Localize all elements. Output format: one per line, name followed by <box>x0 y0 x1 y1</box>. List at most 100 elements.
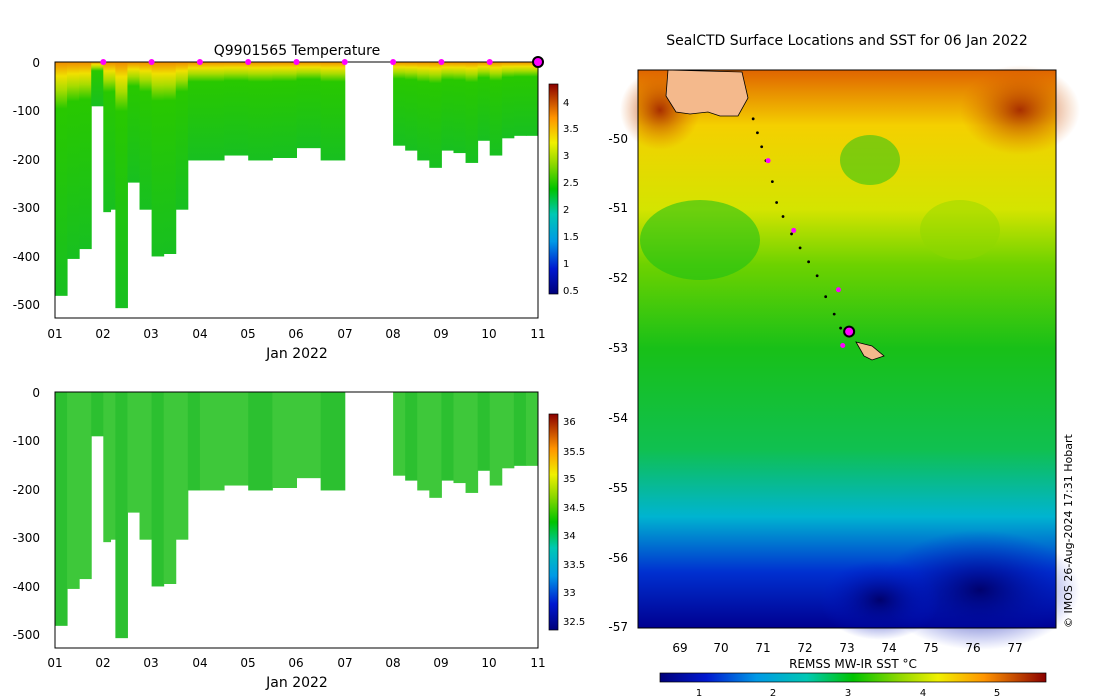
temperature-profile-column <box>429 62 442 168</box>
x-tick-label: 01 <box>47 327 62 341</box>
cool-patch <box>840 135 900 185</box>
colorbar-tick-label: 34 <box>563 531 576 542</box>
x-tick-label: 02 <box>95 656 110 670</box>
temperature-profile-column <box>151 62 165 257</box>
cool-patch <box>640 200 760 280</box>
seal-track <box>751 117 856 349</box>
y-tick-label: -100 <box>13 104 40 118</box>
salinity-profile-column <box>477 392 491 471</box>
y-tick-label: -300 <box>13 201 40 215</box>
colorbar-tick-label: 33 <box>563 588 576 599</box>
x-tick-label: 08 <box>385 656 400 670</box>
current-position-marker <box>843 325 856 338</box>
x-tick-label: 09 <box>433 656 448 670</box>
profile-marker <box>341 59 348 65</box>
lon-tick-label: 69 <box>672 641 687 655</box>
salinity-profile-column <box>525 392 539 466</box>
salinity-profile-column <box>429 392 442 498</box>
lat-tick-label: -52 <box>608 271 628 285</box>
temperature-profile-column <box>272 62 297 158</box>
track-point <box>839 326 843 330</box>
temperature-profile-column <box>405 62 418 151</box>
warm-patch <box>960 65 1080 155</box>
profile-marker <box>148 59 155 65</box>
x-tick-label: 11 <box>530 327 545 341</box>
colorbar-tick-label: 32.5 <box>563 617 585 628</box>
track-point <box>770 180 774 184</box>
y-tick-label: -200 <box>13 483 40 497</box>
profile-marker <box>293 59 300 65</box>
x-tick-label: 03 <box>143 327 158 341</box>
salinity-profile-column <box>187 392 201 491</box>
temperature-profile-column <box>224 62 249 156</box>
x-tick-label: 03 <box>143 656 158 670</box>
temperature-y-axis: 0 -100 -200 -300 -400 -500 <box>13 56 40 312</box>
temperature-profile-column <box>110 62 116 210</box>
temperature-profile-column <box>91 62 104 107</box>
salinity-profile-column <box>441 392 454 481</box>
salinity-y-axis: 0 -100 -200 -300 -400 -500 <box>13 386 40 642</box>
map-title: SealCTD Surface Locations and SST for 06… <box>666 33 1027 49</box>
profile-location-marker <box>765 158 771 164</box>
colorbar-tick-label: 0.5 <box>563 286 579 297</box>
colorbar-tick-label: 34.5 <box>563 503 585 514</box>
temperature-profile-column <box>320 62 346 161</box>
kerguelen-island <box>665 69 749 117</box>
colorbar-label: REMSS MW-IR SST °C <box>789 657 917 671</box>
x-tick-label: 07 <box>337 327 352 341</box>
salinity-profile-column <box>393 392 406 476</box>
temperature-profile-column <box>417 62 430 161</box>
colorbar-tick-label: 2 <box>563 205 569 216</box>
temperature-profile-column <box>477 62 491 141</box>
x-tick-label: 05 <box>240 327 255 341</box>
lat-tick-label: -53 <box>608 341 628 355</box>
lon-tick-label: 71 <box>755 641 770 655</box>
lon-tick-label: 73 <box>839 641 854 655</box>
salinity-profile-column <box>139 392 153 540</box>
y-tick-label: 0 <box>32 386 40 400</box>
colorbar-tick-label: 1.5 <box>563 232 579 243</box>
x-tick-label: 04 <box>192 327 207 341</box>
temperature-x-axis: 01 02 03 04 05 06 07 08 09 10 11 Jan 202… <box>47 327 545 362</box>
x-tick-label: 02 <box>95 327 110 341</box>
profile-location-marker <box>835 287 841 293</box>
profile-location-marker <box>791 227 797 233</box>
temperature-profile-column <box>501 62 515 139</box>
colorbar-tick-label: 33.5 <box>563 560 585 571</box>
salinity-section-panel: 0 -100 -200 -300 -400 -500 01 02 03 04 0… <box>13 386 586 691</box>
x-tick-label: 01 <box>47 656 62 670</box>
x-tick-label: 04 <box>192 656 207 670</box>
map-latitude-axis: -50 -51 -52 -53 -54 -55 -56 -57 <box>608 132 628 634</box>
x-tick-label: 10 <box>481 656 496 670</box>
colorbar <box>548 83 559 295</box>
salinity-profile-column <box>513 392 527 466</box>
salinity-axes-frame <box>54 391 539 649</box>
y-tick-label: -100 <box>13 434 40 448</box>
colorbar <box>659 672 1047 683</box>
current-position-marker <box>532 56 544 68</box>
x-tick-label: 11 <box>530 656 545 670</box>
lat-tick-label: -50 <box>608 132 628 146</box>
lat-tick-label: -54 <box>608 411 628 425</box>
lon-tick-label: 75 <box>923 641 938 655</box>
cold-patch <box>820 560 940 640</box>
track-point <box>756 131 759 135</box>
salinity-profile-column <box>91 392 104 437</box>
salinity-profile-column <box>55 392 68 626</box>
salinity-profile-column <box>224 392 249 486</box>
temperature-profile-column <box>513 62 527 136</box>
temperature-profile-column <box>55 62 68 296</box>
credit-text: © IMOS 26-Aug-2024 17:31 Hobart <box>1062 434 1075 628</box>
x-tick-label: 09 <box>433 327 448 341</box>
salinity-profile-column <box>151 392 165 587</box>
y-tick-label: -400 <box>13 250 40 264</box>
y-tick-label: -300 <box>13 531 40 545</box>
temperature-colorbar: 4 3.5 3 2.5 2 1.5 1 0.5 <box>548 83 579 297</box>
temperature-profile-column <box>139 62 153 210</box>
temperature-profile-column <box>103 62 112 213</box>
salinity-profile-column <box>175 392 189 540</box>
map-longitude-axis: 69 70 71 72 73 74 75 76 77 <box>672 641 1022 655</box>
map-frame <box>637 69 1057 629</box>
x-axis-label: Jan 2022 <box>265 346 328 362</box>
track-point <box>798 246 802 250</box>
